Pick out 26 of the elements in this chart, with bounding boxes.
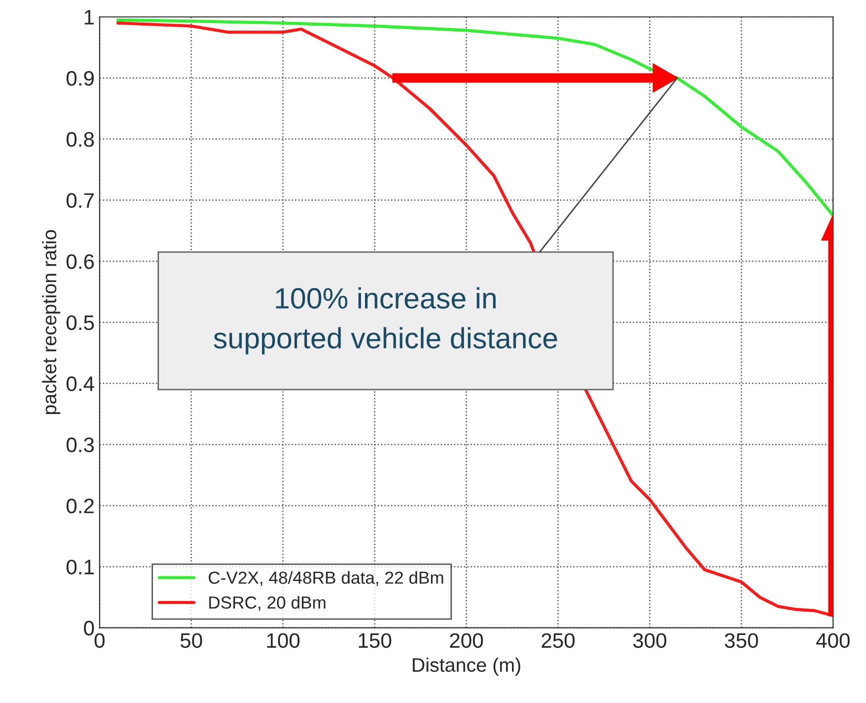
y-tick-label: 0.8 — [66, 132, 94, 147]
x-tick-label: 300 — [633, 633, 666, 648]
x-tick-label: 200 — [450, 633, 483, 648]
y-tick-label: 0.6 — [66, 254, 94, 269]
y-tick-label: 0.5 — [66, 315, 94, 330]
y-axis-title: packet reception ratio — [42, 230, 60, 414]
legend-label: DSRC, 20 dBm — [209, 596, 326, 611]
x-tick-label: 150 — [358, 633, 392, 648]
y-tick-label: 0 — [84, 620, 94, 636]
y-tick-label: 0.1 — [66, 560, 94, 574]
x-tick-label: 350 — [724, 633, 758, 648]
x-tick-label: 50 — [180, 633, 202, 648]
y-tick-label: 0.3 — [66, 438, 94, 452]
y-tick-label: 0.9 — [66, 70, 94, 86]
x-axis-title: Distance (m) — [412, 658, 520, 676]
line-series — [116, 18, 834, 217]
x-tick-label: 250 — [542, 633, 575, 648]
y-tick-label: 0.4 — [66, 376, 94, 392]
y-tick-label: 0.7 — [66, 193, 94, 208]
y-tick-label: 1 — [84, 10, 94, 24]
y-tick-label: 0.2 — [66, 498, 94, 514]
x-tick-label: 100 — [267, 633, 300, 648]
x-tick-label: 0 — [94, 633, 105, 648]
x-tick-label: 400 — [816, 633, 850, 648]
legend-label: C-V2X, 48/48RB data, 22 dBm — [208, 571, 444, 586]
annotation: 100% increase in supported vehicle distance — [214, 287, 558, 354]
